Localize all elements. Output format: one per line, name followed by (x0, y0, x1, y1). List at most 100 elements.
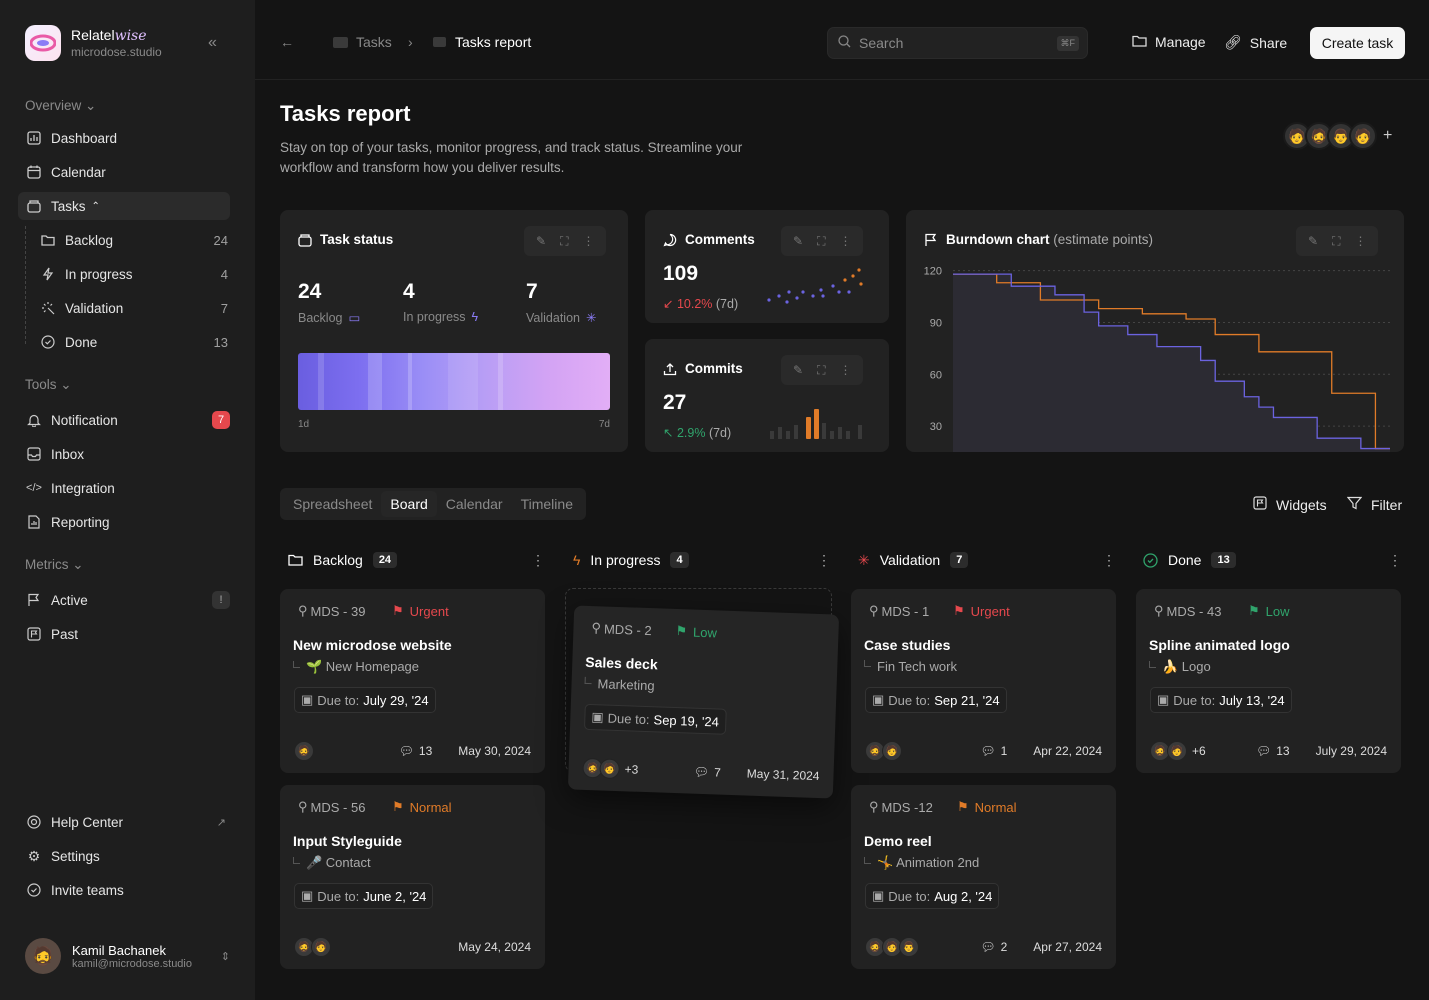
sidebar-item-dashboard[interactable]: Dashboard (18, 124, 230, 152)
expand-icon[interactable]: ⛶ (560, 233, 569, 248)
comment-count[interactable]: 💬︎ 1 (980, 744, 1008, 758)
due-date[interactable]: ▣ Due to: Sep 21, '24 (865, 687, 1007, 713)
comment-count[interactable]: 💬︎ 13 (1256, 744, 1290, 758)
tab-board[interactable]: Board (381, 491, 437, 517)
column-count: 24 (372, 552, 398, 568)
tab-calendar[interactable]: Calendar (445, 496, 503, 512)
sidebar-item-invite-teams[interactable]: Invite teams (18, 876, 230, 904)
more-icon[interactable]: ⋮ (1354, 234, 1367, 248)
expand-icon[interactable]: ⛶ (1332, 233, 1341, 248)
share-button[interactable]: 🔗︎ Share (1224, 34, 1287, 51)
search-icon (838, 35, 851, 51)
widget-subtitle: (estimate points) (1053, 232, 1154, 247)
column-more-icon[interactable]: ⋮ (531, 552, 545, 568)
sidebar-item-active[interactable]: Active! (18, 586, 230, 614)
lightning-icon: ϟ (471, 310, 479, 324)
lightning-icon: ϟ (573, 552, 581, 568)
column-more-icon[interactable]: ⋮ (817, 552, 831, 568)
task-card[interactable]: ⚲ MDS - 56 ⚑ Normal Input Styleguide 🎤 Con… (280, 785, 545, 969)
column-more-icon[interactable]: ⋮ (1102, 552, 1116, 568)
task-parent: 🌱 New Homepage (293, 659, 419, 675)
task-card[interactable]: ⚲ MDS - 39 ⚑ Urgent New microdose website … (280, 589, 545, 773)
tab-spreadsheet[interactable]: Spreadsheet (293, 496, 373, 512)
sidebar-item-label: Calendar (51, 164, 106, 180)
task-card[interactable]: ⚲ MDS -12 ⚑ Normal Demo reel 🤸 Animation 2… (851, 785, 1116, 969)
chat-icon (663, 233, 677, 247)
sidebar-item-tasks[interactable]: Tasks ⌃ (18, 192, 230, 220)
flag-icon (924, 233, 938, 247)
calendar-icon: ▣ (301, 888, 314, 903)
task-card[interactable]: ⚲ MDS - 43 ⚑ Low Spline animated logo 🍌 Lo… (1136, 589, 1401, 773)
column-count: 4 (670, 552, 689, 568)
expand-icon[interactable]: ⛶ (817, 233, 826, 248)
manage-button[interactable]: Manage (1132, 34, 1206, 50)
widgets-icon (1253, 496, 1267, 513)
calendar-icon: ▣ (1157, 692, 1170, 707)
task-id: ⚲ MDS - 1 (869, 603, 930, 619)
comment-count[interactable]: 💬︎ 7 (693, 764, 722, 780)
search-input[interactable]: Search ⌘F (827, 27, 1088, 59)
column-header-backlog[interactable]: Backlog 24 (288, 545, 398, 575)
create-task-button[interactable]: Create task (1310, 27, 1405, 59)
section-overview[interactable]: Overview ⌄ (25, 98, 97, 113)
more-icon[interactable]: ⋮ (839, 234, 852, 248)
sidebar-item-validation[interactable]: Validation 7 (32, 294, 230, 322)
task-card[interactable]: ⚲ MDS - 1 ⚑ Urgent Case studies Fin Tech w… (851, 589, 1116, 773)
due-date[interactable]: ▣ Due to: June 2, '24 (294, 883, 434, 909)
dashboard-icon (26, 130, 42, 146)
due-date[interactable]: ▣ Due to: July 13, '24 (1150, 687, 1292, 713)
edit-icon[interactable]: ✎ (793, 234, 804, 248)
sidebar-item-settings[interactable]: ⚙ Settings (18, 842, 230, 870)
sidebar-item-calendar[interactable]: Calendar (18, 158, 230, 186)
sidebar-item-notification[interactable]: Notification 7 (18, 406, 230, 434)
sidebar-item-past[interactable]: Past (18, 620, 230, 648)
sidebar-item-backlog[interactable]: Backlog 24 (32, 226, 230, 254)
workspace-switcher[interactable]: Relatelwise microdose.studio (25, 25, 162, 61)
comment-count[interactable]: 💬︎ 13 (398, 744, 433, 758)
tab-timeline[interactable]: Timeline (520, 496, 573, 512)
upload-icon (663, 362, 677, 376)
due-date[interactable]: ▣ Due to: Aug 2, '24 (865, 883, 1000, 909)
task-card-dragging[interactable]: ⚲ MDS - 2 ⚑ Low Sales deck Marketing ▣ Due … (567, 605, 840, 799)
created-date: July 29, 2024 (1315, 744, 1387, 758)
collapse-sidebar-icon[interactable]: « (208, 34, 217, 51)
column-header-done[interactable]: Done 13 (1143, 545, 1236, 575)
axis-start-label: 1d (298, 419, 310, 430)
due-date[interactable]: ▣ Due to: July 29, '24 (294, 687, 436, 713)
expand-icon[interactable]: ⛶ (817, 362, 826, 377)
user-profile[interactable]: 🧔 Kamil Bachanek kamil@microdose.studio … (25, 938, 230, 974)
back-arrow-icon[interactable]: ← (280, 34, 294, 50)
breadcrumb-tasks[interactable]: Tasks (333, 34, 392, 50)
filter-button[interactable]: Filter (1346, 496, 1402, 513)
breadcrumb-current: Tasks report (433, 34, 531, 50)
alert-badge: ! (212, 591, 230, 609)
more-icon[interactable]: ⋮ (582, 234, 595, 248)
view-tabs: Spreadsheet Board Calendar Timeline (280, 488, 586, 520)
breadcrumb-label: Tasks report (455, 34, 532, 50)
widgets-button[interactable]: Widgets (1253, 496, 1327, 513)
column-header-validation[interactable]: ✳ Validation 7 (858, 545, 969, 575)
priority-badge: ⚑ Normal (392, 799, 452, 815)
team-avatars[interactable]: 🧑 🧔 👨 🧑 + (1283, 122, 1392, 150)
sidebar-item-done[interactable]: Done 13 (32, 328, 230, 356)
due-date[interactable]: ▣ Due to: Sep 19, '24 (583, 703, 727, 735)
priority-badge: ⚑ Normal (957, 799, 1017, 815)
comment-count[interactable]: 💬︎ 2 (980, 940, 1008, 954)
brand-subtitle: microdose.studio (71, 45, 162, 59)
edit-icon[interactable]: ✎ (1308, 234, 1319, 248)
section-tools[interactable]: Tools ⌄ (25, 377, 72, 392)
add-member-icon[interactable]: + (1383, 127, 1393, 144)
sidebar-item-inbox[interactable]: Inbox (18, 440, 230, 468)
edit-icon[interactable]: ✎ (536, 234, 547, 248)
sidebar-item-help-center[interactable]: Help Center ↗ (18, 808, 230, 836)
sidebar-item-integration[interactable]: </> Integration (18, 474, 230, 502)
edit-icon[interactable]: ✎ (793, 363, 804, 377)
more-icon[interactable]: ⋮ (839, 363, 852, 377)
column-header-in-progress[interactable]: ϟ In progress 4 (573, 545, 689, 575)
section-metrics[interactable]: Metrics ⌄ (25, 557, 84, 572)
code-icon: </> (26, 482, 42, 494)
sidebar-item-reporting[interactable]: Reporting (18, 508, 230, 536)
sidebar-item-in-progress[interactable]: In progress 4 (32, 260, 230, 288)
column-more-icon[interactable]: ⋮ (1388, 552, 1402, 568)
task-status-widget: Task status ✎ ⛶ ⋮ 24 Backlog ▭ 4 In progress ϟ… (280, 210, 628, 452)
